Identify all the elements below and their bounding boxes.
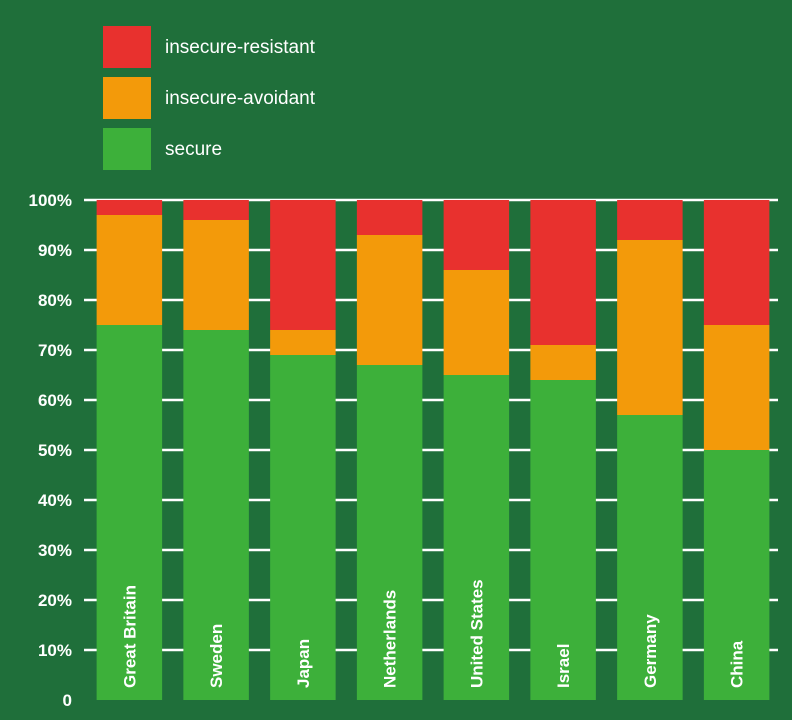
- bar-segment-insecure-avoidant: [530, 345, 596, 380]
- category-label: Netherlands: [381, 590, 400, 688]
- bar-segment-insecure-avoidant: [617, 240, 683, 415]
- bar-segment-insecure-resistant: [356, 200, 423, 235]
- bar-segment-secure: [443, 375, 510, 700]
- bar-segment-insecure-avoidant: [443, 270, 510, 375]
- bar-segment-insecure-resistant: [530, 200, 596, 345]
- legend: insecure-resistant insecure-avoidant secur…: [103, 26, 316, 170]
- bar-segment-insecure-avoidant: [183, 220, 249, 330]
- bar-segment-insecure-resistant: [617, 200, 683, 240]
- bar-segment-secure: [96, 325, 163, 700]
- bar-segment-secure: [356, 365, 423, 700]
- legend-swatch-secure: [103, 128, 151, 170]
- legend-label-insecure-avoidant: insecure-avoidant: [165, 88, 316, 109]
- category-label: Israel: [554, 644, 573, 688]
- category-label: Germany: [641, 614, 660, 688]
- y-tick-label: 30%: [38, 541, 72, 560]
- bar-segment-secure: [530, 380, 596, 700]
- category-label: Sweden: [207, 624, 226, 688]
- category-label: United States: [467, 579, 486, 688]
- bar-segment-insecure-resistant: [443, 200, 510, 270]
- bar-segment-insecure-avoidant: [96, 215, 163, 325]
- legend-swatch-insecure-avoidant: [103, 77, 151, 119]
- y-tick-label: 100%: [29, 191, 72, 210]
- bar-segment-insecure-avoidant: [270, 330, 336, 355]
- y-tick-label: 40%: [38, 491, 72, 510]
- y-tick-label: 60%: [38, 391, 72, 410]
- bar-segment-insecure-resistant: [96, 200, 163, 215]
- legend-label-insecure-resistant: insecure-resistant: [165, 37, 316, 58]
- y-tick-label: 20%: [38, 591, 72, 610]
- y-tick-label: 50%: [38, 441, 72, 460]
- y-tick-label: 70%: [38, 341, 72, 360]
- category-label: Japan: [294, 639, 313, 688]
- bar-segment-secure: [183, 330, 249, 700]
- y-tick-label: 10%: [38, 641, 72, 660]
- bar-segment-secure: [617, 415, 683, 700]
- bar-segment-insecure-avoidant: [356, 235, 423, 365]
- y-axis: 0 10% 20% 30% 40% 50% 60% 70% 80% 90% 100%: [29, 191, 72, 710]
- y-tick-label: 0: [63, 691, 72, 710]
- y-tick-label: 80%: [38, 291, 72, 310]
- legend-label-secure: secure: [165, 139, 222, 160]
- bar-segment-insecure-avoidant: [703, 325, 770, 450]
- category-labels: Great Britain Sweden Japan Netherlands Unite…: [120, 579, 746, 688]
- category-label: Great Britain: [120, 585, 139, 688]
- legend-swatch-insecure-resistant: [103, 26, 151, 68]
- bars: [96, 200, 770, 700]
- y-tick-label: 90%: [38, 241, 72, 260]
- category-label: China: [728, 640, 747, 688]
- bar-segment-insecure-resistant: [183, 200, 249, 220]
- bar-segment-secure: [703, 450, 770, 700]
- bar-segment-insecure-resistant: [270, 200, 336, 330]
- bar-segment-insecure-resistant: [703, 200, 770, 325]
- bar-segment-secure: [270, 355, 336, 700]
